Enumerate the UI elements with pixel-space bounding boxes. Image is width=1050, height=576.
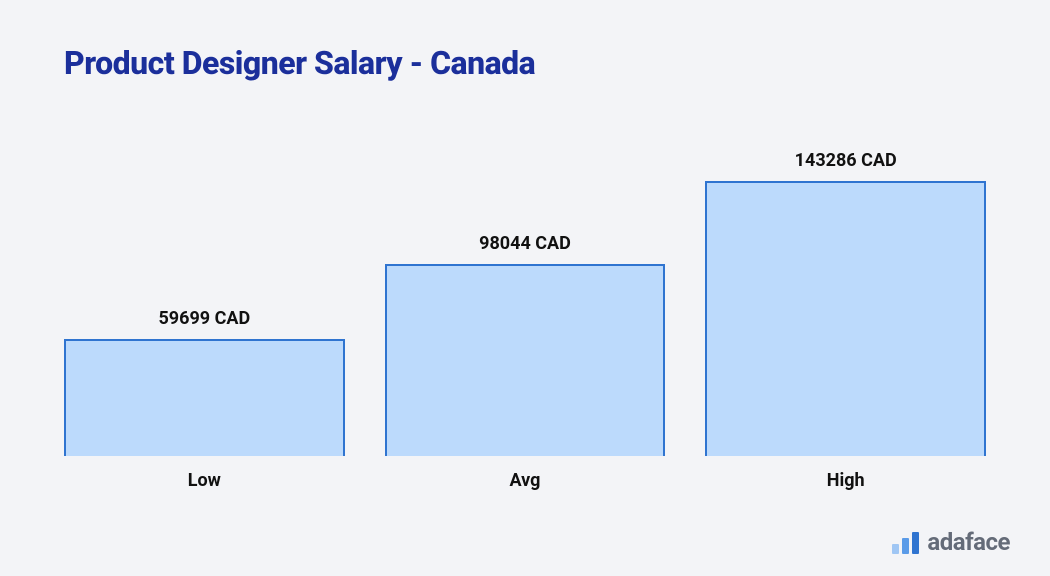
bar-low	[64, 339, 345, 456]
value-label-avg: 98044 CAD	[385, 233, 666, 254]
chart-title: Product Designer Salary - Canada	[64, 44, 535, 82]
value-label-low: 59699 CAD	[64, 308, 345, 329]
category-label-avg: Avg	[385, 470, 666, 491]
bar-chart: 59699 CAD Low 98044 CAD Avg 143286 CAD H…	[64, 150, 986, 456]
bar-high	[705, 181, 986, 456]
category-label-high: High	[705, 470, 986, 491]
bar-group-high: 143286 CAD High	[705, 150, 986, 456]
category-label-low: Low	[64, 470, 345, 491]
brand-bar-icon-1	[892, 544, 899, 554]
brand-bars-icon	[892, 532, 919, 554]
bar-group-low: 59699 CAD Low	[64, 150, 345, 456]
brand-bar-icon-2	[902, 538, 909, 554]
bar-group-avg: 98044 CAD Avg	[385, 150, 666, 456]
brand-name: adaface	[927, 530, 1010, 554]
bar-avg	[385, 264, 666, 456]
brand-logo: adaface	[892, 530, 1010, 554]
brand-bar-icon-3	[912, 532, 919, 554]
chart-canvas: Product Designer Salary - Canada 59699 C…	[0, 0, 1050, 576]
value-label-high: 143286 CAD	[705, 150, 986, 171]
